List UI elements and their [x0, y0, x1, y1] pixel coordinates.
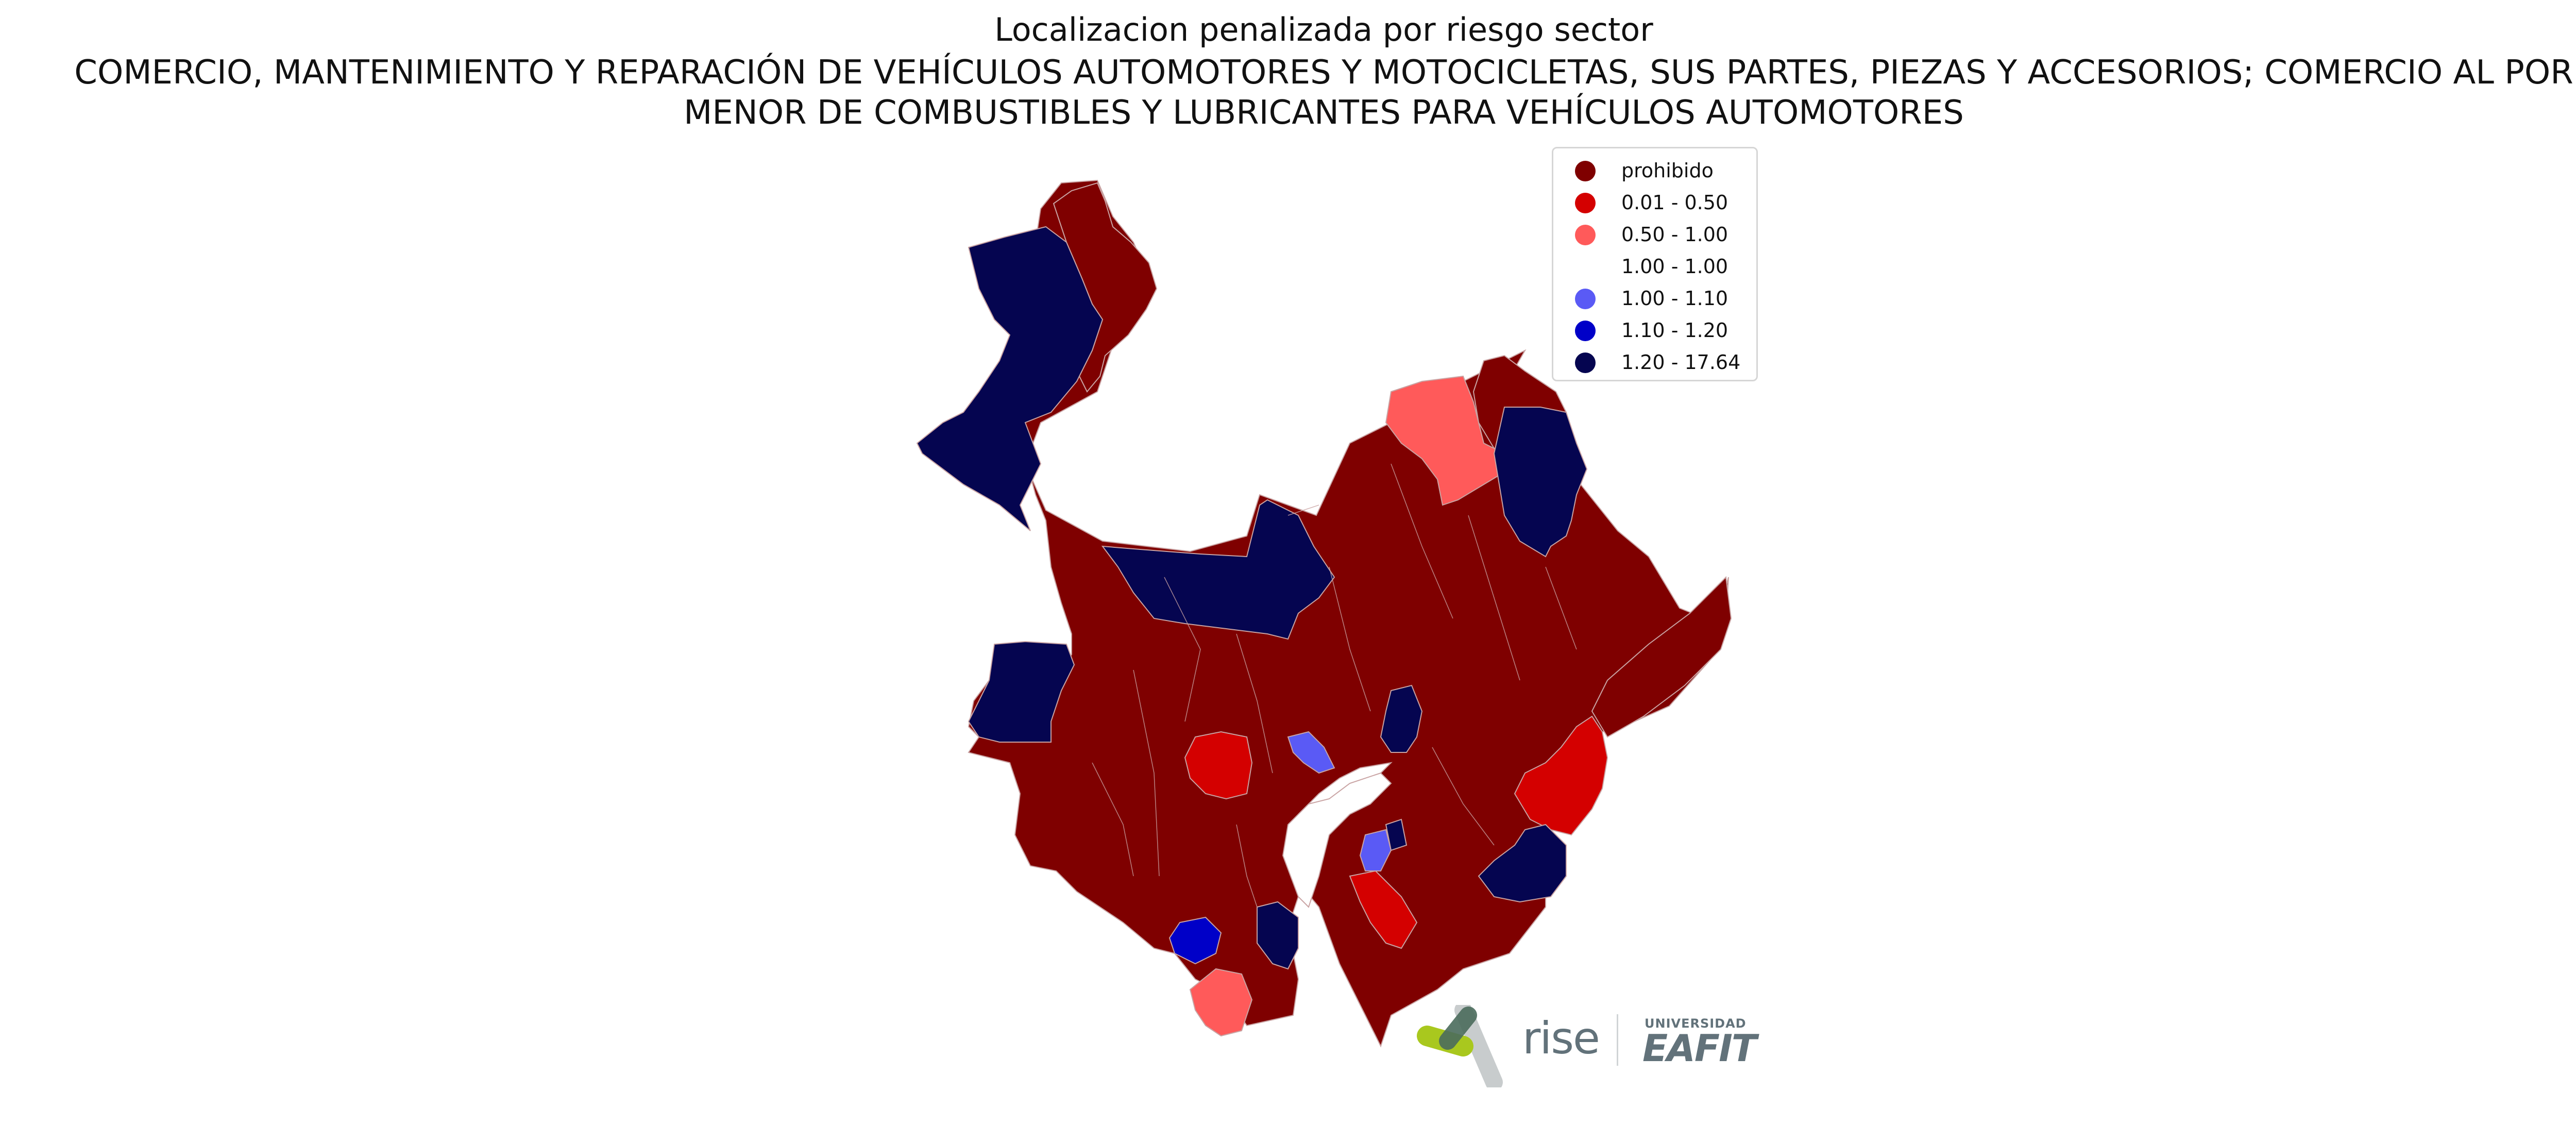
eafit-logo-univ: UNIVERSIDAD: [1645, 1016, 1747, 1031]
legend-label: prohibido: [1621, 159, 1714, 182]
rise-logo-text: rise: [1522, 1013, 1600, 1064]
legend-swatch: [1575, 321, 1596, 341]
logo-separator: [1617, 1014, 1618, 1066]
region-salmon-southwest: [1189, 968, 1253, 1037]
region-dark-blue-north-band: [1101, 499, 1335, 640]
region-dark-blue-uraba: [916, 226, 1104, 531]
legend-swatch: [1575, 193, 1596, 213]
region-dark-blue-southwest: [1257, 901, 1299, 970]
region-light-blue-central: [1287, 731, 1335, 774]
legend-swatch: [1575, 353, 1596, 373]
region-light-blue-south: [1359, 829, 1392, 871]
region-dark-blue-southeast: [1478, 824, 1567, 903]
region-medium-blue-southwest: [1168, 916, 1222, 965]
rise-logo-mark: [1417, 1005, 1503, 1087]
region-dark-blue-northeast: [1493, 407, 1588, 558]
region-salmon-northeast: [1385, 375, 1511, 506]
region-prohibido-far-east: [1591, 576, 1732, 738]
legend-label: 1.20 - 17.64: [1621, 351, 1741, 374]
eafit-logo-text: EAFIT: [1642, 1027, 1757, 1070]
region-red-west-central: [1184, 731, 1253, 800]
chart-subtitle-line1: COMERCIO, MANTENIMIENTO Y REPARACIÓN DE …: [74, 54, 2573, 92]
legend-swatch: [1575, 161, 1596, 181]
legend-item-prohibido: prohibido: [1553, 155, 1756, 187]
region-white-valley: [1282, 772, 1392, 908]
region-dark-blue-central: [1380, 684, 1423, 753]
rise-logo-dark-stroke: [1439, 1006, 1477, 1050]
chart-subtitle-line2: MENOR DE COMBUSTIBLES Y LUBRICANTES PARA…: [684, 94, 1964, 132]
region-red-east: [1514, 715, 1608, 836]
legend-swatch: [1575, 257, 1596, 277]
legend-item-0-50-1-00: 0.50 - 1.00: [1553, 219, 1756, 250]
municipal-boundaries: [1092, 463, 1577, 908]
legend-label: 0.50 - 1.00: [1621, 223, 1728, 246]
chart-title: Localizacion penalizada por riesgo secto…: [994, 11, 1653, 48]
region-dark-blue-small: [1385, 818, 1408, 851]
legend-item-0-01-0-50: 0.01 - 0.50: [1553, 187, 1756, 219]
legend-label: 0.01 - 0.50: [1621, 191, 1728, 214]
legend-item-1-00-1-00: 1.00 - 1.00: [1553, 250, 1756, 282]
legend-item-1-10-1-20: 1.10 - 1.20: [1553, 314, 1756, 346]
legend-label: 1.00 - 1.00: [1621, 255, 1728, 278]
legend-swatch: [1575, 289, 1596, 309]
legend-item-1-00-1-10: 1.00 - 1.10: [1553, 282, 1756, 314]
legend-label: 1.10 - 1.20: [1621, 319, 1728, 342]
region-red-south: [1349, 870, 1418, 949]
region-dark-blue-west: [968, 641, 1075, 743]
legend-swatch: [1575, 225, 1596, 245]
legend-label: 1.00 - 1.10: [1621, 287, 1728, 310]
legend: prohibido 0.01 - 0.50 0.50 - 1.00 1.00 -…: [1552, 147, 1758, 381]
legend-item-1-20-17-64: 1.20 - 17.64: [1553, 346, 1756, 378]
